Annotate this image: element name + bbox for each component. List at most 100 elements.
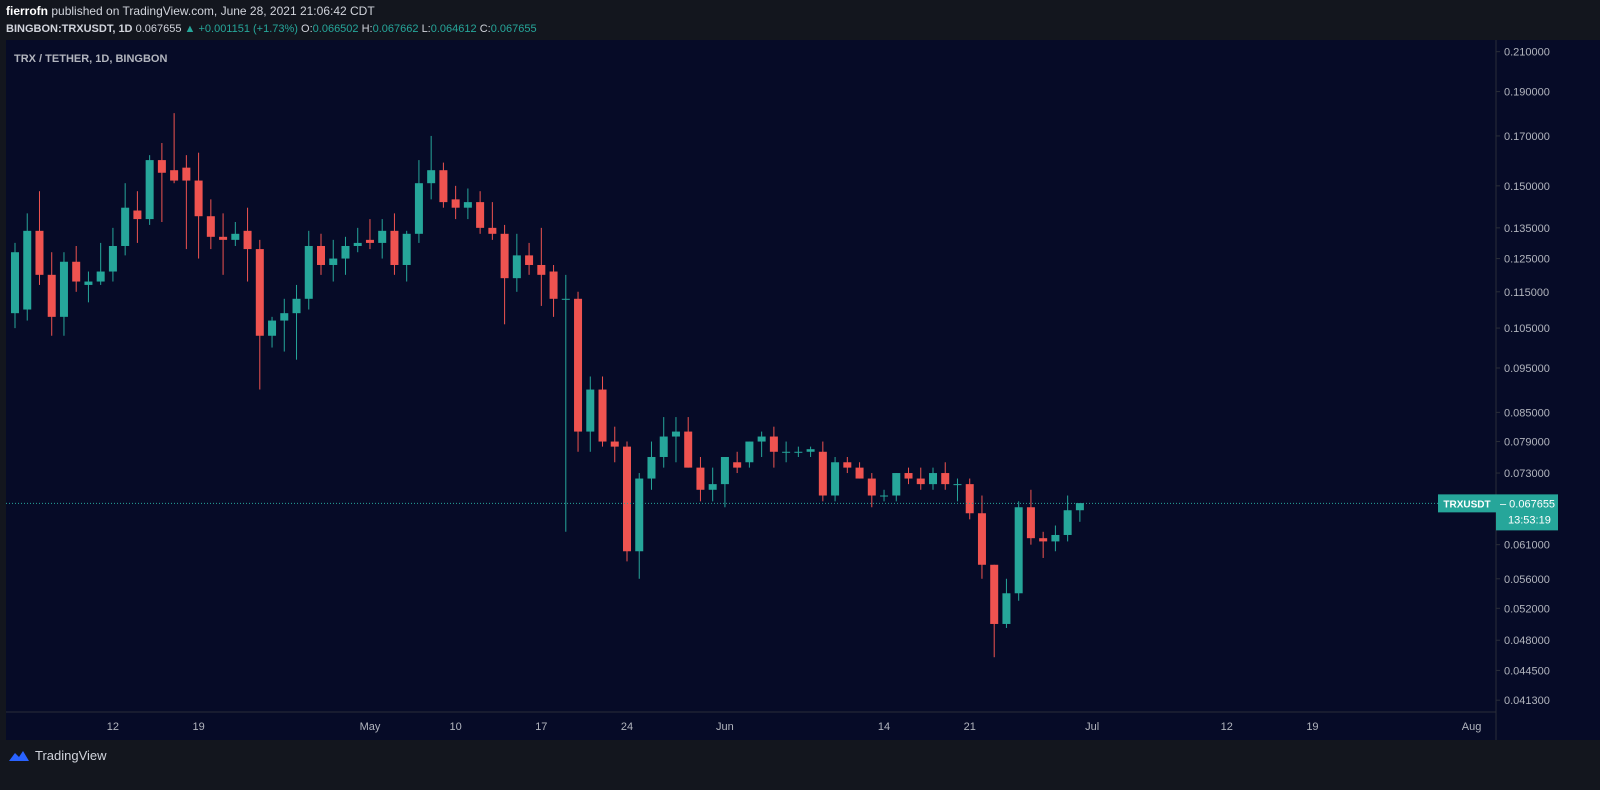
candle bbox=[11, 242, 19, 329]
candle-body bbox=[84, 281, 93, 285]
time-axis-background[interactable] bbox=[6, 712, 1496, 740]
candles-group bbox=[11, 113, 1084, 658]
candle bbox=[1014, 501, 1023, 601]
candle-body bbox=[292, 298, 301, 314]
candle bbox=[170, 113, 179, 184]
candle bbox=[733, 451, 742, 474]
candle bbox=[806, 446, 815, 457]
candle-body bbox=[867, 478, 876, 496]
time-tick-label: 24 bbox=[621, 721, 633, 733]
candle-body bbox=[843, 462, 852, 468]
candle bbox=[525, 242, 534, 275]
candle-body bbox=[23, 230, 32, 310]
candle bbox=[194, 152, 203, 259]
candle bbox=[292, 284, 301, 360]
candle-body bbox=[231, 233, 240, 240]
candle-body bbox=[341, 245, 350, 259]
author-name[interactable]: fierrofn bbox=[6, 4, 48, 18]
candle-body bbox=[537, 264, 546, 275]
candle-body bbox=[414, 183, 423, 234]
candle bbox=[439, 162, 448, 208]
time-tick-label: Aug bbox=[1462, 721, 1482, 733]
candle bbox=[1002, 578, 1011, 628]
candle-body bbox=[647, 456, 656, 479]
candle bbox=[121, 183, 130, 256]
candle bbox=[720, 456, 729, 508]
candle-body bbox=[451, 199, 460, 208]
candle bbox=[892, 473, 901, 502]
candle-body bbox=[782, 451, 791, 453]
candle-body bbox=[635, 478, 644, 552]
last-price-group: TRXUSDT – 0.067655 13:53:19 bbox=[6, 494, 1558, 531]
high-value: 0.067662 bbox=[372, 23, 419, 35]
price-tick-label: 0.135000 bbox=[1504, 223, 1550, 235]
candle-body bbox=[708, 484, 717, 490]
candle bbox=[414, 160, 423, 243]
candle-body bbox=[145, 160, 154, 220]
candle bbox=[1026, 489, 1035, 545]
candle-body bbox=[818, 451, 827, 496]
ohlc-legend: BINGBON:TRXUSDT, 1D 0.067655 ▲ +0.001151… bbox=[6, 23, 537, 35]
tradingview-logo[interactable]: TradingView bbox=[8, 748, 107, 763]
time-tick-label: May bbox=[360, 721, 381, 733]
time-tick-label: 10 bbox=[450, 721, 462, 733]
candle bbox=[451, 185, 460, 220]
candle bbox=[708, 467, 717, 502]
candle bbox=[182, 155, 191, 250]
candle-body bbox=[977, 513, 986, 565]
candle-body bbox=[11, 252, 19, 314]
candle-body bbox=[500, 233, 509, 279]
chart-frame[interactable]: TRX / TETHER, 1D, BINGBON 0.210000 0.1900… bbox=[6, 40, 1600, 740]
candle bbox=[255, 239, 264, 390]
candle-body bbox=[1051, 534, 1060, 542]
candle bbox=[1063, 495, 1072, 542]
symbol-tag bbox=[1438, 494, 1496, 513]
candle-body bbox=[317, 245, 325, 265]
time-tick-label: 17 bbox=[535, 721, 547, 733]
price-tick-label: 0.210000 bbox=[1504, 47, 1550, 59]
candlestick-chart[interactable]: TRX / TETHER, 1D, BINGBON 0.210000 0.1900… bbox=[6, 40, 1600, 740]
candle-body bbox=[610, 441, 619, 447]
time-tick-label: 14 bbox=[878, 721, 890, 733]
candle-body bbox=[170, 170, 179, 181]
candle bbox=[145, 155, 154, 225]
candle bbox=[855, 462, 864, 479]
candle bbox=[304, 230, 313, 310]
price-tick-label: 0.061000 bbox=[1504, 540, 1550, 552]
candle-body bbox=[671, 431, 680, 437]
candle-body bbox=[549, 271, 558, 299]
candle-body bbox=[757, 436, 766, 442]
time-tick-label: 19 bbox=[192, 721, 204, 733]
candle bbox=[488, 202, 497, 240]
candle bbox=[818, 441, 827, 502]
time-tick-label: 21 bbox=[964, 721, 976, 733]
candle-body bbox=[463, 202, 472, 208]
candle bbox=[1075, 503, 1084, 522]
price-tick-label: 0.150000 bbox=[1504, 181, 1550, 193]
price-axis-background[interactable] bbox=[1496, 40, 1600, 740]
time-tick-label: Jul bbox=[1085, 721, 1099, 733]
close-label: C: bbox=[479, 23, 491, 35]
price-tick-label: 0.052000 bbox=[1504, 603, 1550, 615]
close-value: 0.067655 bbox=[490, 23, 537, 35]
legend-last-price: 0.067655 bbox=[135, 23, 182, 35]
candle-body bbox=[831, 462, 840, 496]
price-tick-label: 0.048000 bbox=[1504, 635, 1550, 647]
candle bbox=[990, 564, 999, 658]
candle-body bbox=[365, 239, 374, 243]
plot-background[interactable] bbox=[6, 40, 1496, 712]
candle bbox=[23, 213, 32, 321]
candle-body bbox=[427, 170, 436, 184]
candle bbox=[1051, 525, 1060, 552]
candle bbox=[977, 495, 986, 579]
time-tick-label: 12 bbox=[107, 721, 119, 733]
candle-body bbox=[488, 227, 497, 234]
candle-body bbox=[880, 495, 889, 497]
candle-body bbox=[182, 167, 191, 181]
price-tick-label: 0.095000 bbox=[1504, 363, 1550, 375]
candle-body bbox=[353, 242, 362, 246]
candle-body bbox=[243, 230, 252, 250]
candle-body bbox=[1075, 503, 1084, 511]
time-tick-label: 12 bbox=[1221, 721, 1233, 733]
price-tag-value: – 0.067655 bbox=[1500, 498, 1555, 510]
